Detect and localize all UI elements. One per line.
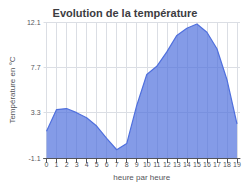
svg-text:3: 3: [75, 161, 79, 168]
svg-text:17: 17: [213, 161, 221, 168]
svg-text:9: 9: [135, 161, 139, 168]
svg-text:1: 1: [55, 161, 59, 168]
svg-text:5: 5: [95, 161, 99, 168]
svg-text:7: 7: [115, 161, 119, 168]
svg-text:heure par heure: heure par heure: [113, 173, 170, 182]
svg-text:-1.1: -1.1: [28, 155, 40, 162]
svg-text:12.1: 12.1: [27, 19, 41, 26]
svg-text:7.7: 7.7: [31, 64, 41, 71]
svg-text:19: 19: [233, 161, 241, 168]
svg-text:15: 15: [193, 161, 201, 168]
svg-text:Evolution de la température: Evolution de la température: [53, 7, 198, 19]
svg-text:14: 14: [183, 161, 191, 168]
svg-text:12: 12: [163, 161, 171, 168]
svg-text:3.3: 3.3: [31, 109, 41, 116]
svg-text:11: 11: [153, 161, 160, 168]
svg-text:18: 18: [223, 161, 231, 168]
svg-text:Température en °C: Température en °C: [8, 56, 17, 123]
svg-text:8: 8: [125, 161, 129, 168]
svg-text:0: 0: [45, 161, 49, 168]
svg-text:16: 16: [203, 161, 211, 168]
svg-text:2: 2: [65, 161, 69, 168]
svg-text:6: 6: [105, 161, 109, 168]
svg-text:13: 13: [173, 161, 181, 168]
svg-text:10: 10: [143, 161, 151, 168]
svg-text:4: 4: [85, 161, 89, 168]
